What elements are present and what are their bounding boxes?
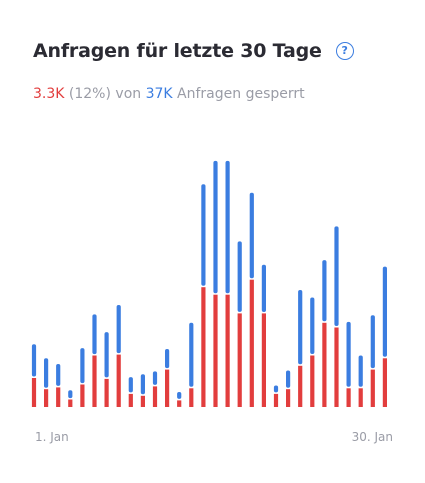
bar-allowed-day-26[interactable] [334,226,339,326]
bar-allowed-day-28[interactable] [358,355,363,387]
bar-allowed-day-12[interactable] [165,349,170,369]
bar-blocked-day-24[interactable] [310,355,315,408]
x-tick-start: 1. Jan [35,430,69,444]
bar-allowed-day-14[interactable] [189,322,194,387]
bar-allowed-day-24[interactable] [310,297,315,355]
bar-allowed-day-8[interactable] [116,305,121,354]
bar-blocked-day-8[interactable] [116,354,121,407]
bar-blocked-day-19[interactable] [249,279,254,407]
bar-blocked-day-7[interactable] [104,378,109,407]
bar-blocked-day-25[interactable] [322,322,327,407]
bar-allowed-day-6[interactable] [92,314,97,355]
bar-blocked-day-20[interactable] [261,313,266,407]
bar-blocked-day-23[interactable] [298,365,303,407]
bar-allowed-day-16[interactable] [213,160,218,294]
bar-blocked-day-17[interactable] [225,294,230,407]
bar-blocked-day-10[interactable] [140,395,145,407]
bar-allowed-day-20[interactable] [261,264,266,312]
bar-blocked-day-30[interactable] [382,358,387,407]
bar-blocked-day-27[interactable] [346,388,351,407]
bar-allowed-day-7[interactable] [104,332,109,378]
bar-blocked-day-2[interactable] [44,389,49,407]
bar-blocked-day-15[interactable] [201,287,206,407]
bar-blocked-day-29[interactable] [370,369,375,407]
total-count: 37K [145,86,173,102]
bar-allowed-day-5[interactable] [80,348,85,384]
blocked-percent: (12%) [68,86,111,102]
bar-blocked-day-12[interactable] [165,369,170,407]
bar-blocked-day-28[interactable] [358,388,363,407]
bar-blocked-day-1[interactable] [31,378,37,407]
bar-allowed-day-4[interactable] [68,390,73,399]
bar-blocked-day-21[interactable] [273,393,279,407]
bar-allowed-day-3[interactable] [56,364,61,386]
bar-allowed-day-27[interactable] [346,321,351,387]
bar-allowed-day-10[interactable] [140,374,145,395]
bar-allowed-day-30[interactable] [382,266,387,357]
bar-blocked-day-9[interactable] [128,393,133,407]
bar-blocked-day-22[interactable] [286,389,291,407]
blocked-summary: 3.3K (12%) von 37K Anfragen gesperrt [33,86,305,102]
bar-allowed-day-9[interactable] [128,377,133,393]
bar-blocked-day-6[interactable] [92,355,97,408]
title-row: Anfragen für letzte 30 Tage ? [33,40,354,62]
bar-blocked-day-26[interactable] [334,327,339,408]
summary-rest: Anfragen gesperrt [177,86,305,102]
bar-allowed-day-19[interactable] [249,192,254,279]
bar-blocked-day-18[interactable] [237,313,242,407]
bar-blocked-day-13[interactable] [177,400,182,407]
bar-blocked-day-4[interactable] [68,399,73,408]
x-tick-end: 30. Jan [352,430,393,444]
bar-allowed-day-18[interactable] [237,241,242,312]
bar-allowed-day-21[interactable] [273,385,279,393]
bar-allowed-day-15[interactable] [201,184,206,286]
bar-blocked-day-16[interactable] [213,294,218,407]
question-circle-icon[interactable]: ? [335,42,354,60]
bar-allowed-day-13[interactable] [177,392,182,399]
bar-blocked-day-3[interactable] [56,387,61,407]
bar-allowed-day-22[interactable] [286,370,291,388]
bar-blocked-day-5[interactable] [80,384,85,408]
bar-allowed-day-23[interactable] [298,290,303,365]
bar-allowed-day-29[interactable] [370,315,375,369]
bar-allowed-day-11[interactable] [152,371,158,385]
bar-allowed-day-25[interactable] [322,260,327,322]
bar-allowed-day-1[interactable] [31,344,37,377]
blocked-count: 3.3K [33,86,65,102]
summary-von: von [115,86,142,102]
bar-blocked-day-14[interactable] [189,388,194,407]
chart-title: Anfragen für letzte 30 Tage [33,40,322,62]
bar-allowed-day-2[interactable] [44,358,49,388]
bar-blocked-day-11[interactable] [152,386,158,407]
bar-allowed-day-17[interactable] [225,160,230,294]
